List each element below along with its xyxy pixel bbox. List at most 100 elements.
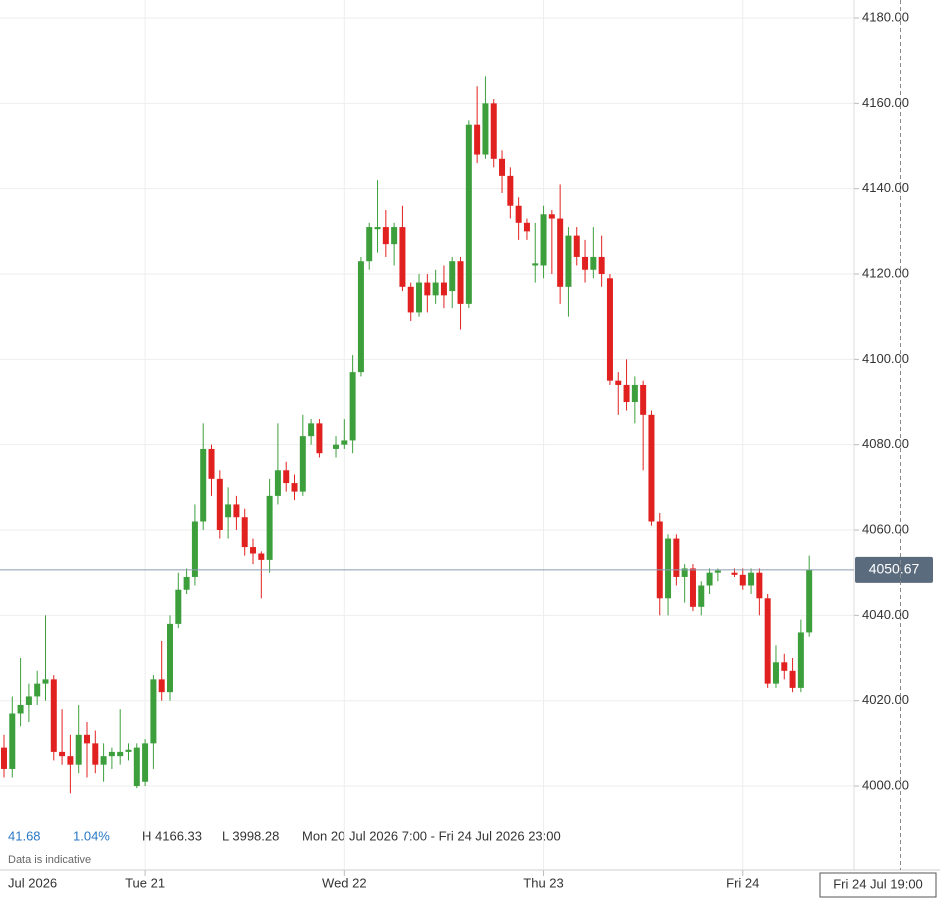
candle-body	[382, 227, 389, 245]
low-label: L 3998.28	[222, 828, 279, 843]
change-pct: 1.04%	[73, 828, 110, 843]
candle-body	[515, 205, 522, 223]
x-tick-label: Fri 24	[726, 875, 759, 890]
candle-body	[665, 538, 672, 599]
change: 41.68	[8, 828, 41, 843]
high-label: H 4166.33	[142, 828, 202, 843]
candle-body	[748, 572, 755, 586]
date-label: Jul 2026	[8, 875, 57, 890]
candle-body	[623, 384, 630, 403]
candle-body	[225, 504, 232, 518]
candle-body	[274, 470, 281, 496]
y-tick-label: 4140.00	[862, 180, 909, 195]
candle-body	[241, 517, 248, 548]
candle-body	[167, 623, 174, 693]
candle-body	[739, 574, 746, 586]
candle-body	[706, 572, 713, 586]
candle-body	[75, 734, 82, 765]
candle-body	[615, 380, 622, 385]
candle-body	[158, 679, 165, 693]
candle-body	[258, 553, 265, 560]
candle-body	[17, 704, 24, 714]
candle-body	[316, 423, 323, 454]
y-tick-label: 4060.00	[862, 521, 909, 536]
candle-body	[175, 589, 182, 624]
candle-body	[349, 372, 356, 441]
candle-body	[366, 227, 373, 262]
candle-body	[92, 743, 99, 765]
x-tick-label: Thu 23	[523, 875, 563, 890]
candle-body	[183, 576, 190, 590]
note: Data is indicative	[8, 854, 91, 866]
candle-body	[806, 569, 813, 633]
crosshair-box	[819, 872, 937, 898]
candle-body	[681, 568, 688, 577]
candle-body	[756, 572, 763, 599]
candle-body	[731, 572, 738, 575]
candle-body	[648, 414, 655, 522]
y-tick-label: 4000.00	[862, 777, 909, 792]
candle-body	[308, 423, 315, 437]
candle-body	[457, 261, 464, 304]
y-tick-label: 4180.00	[862, 9, 909, 24]
candle-body	[100, 756, 107, 765]
candle-body	[656, 521, 663, 599]
candle-body	[523, 222, 530, 232]
candle-body	[781, 662, 788, 671]
last-price-label: 4050.67	[869, 561, 920, 577]
candle-body	[440, 282, 447, 296]
candle-body	[548, 214, 555, 219]
candle-body	[142, 743, 149, 782]
candle-body	[631, 384, 638, 403]
candle-body	[565, 235, 572, 287]
candle-body	[216, 478, 223, 531]
candle-body	[42, 679, 49, 684]
candle-body	[407, 286, 414, 313]
candle-body	[283, 470, 290, 484]
candle-body	[424, 282, 431, 296]
y-tick-label: 4080.00	[862, 436, 909, 451]
candle-body	[474, 124, 481, 155]
candle-body	[291, 483, 298, 492]
range-label: Mon 20 Jul 2026 7:00 - Fri 24 Jul 2026 2…	[302, 828, 561, 843]
candle-body	[357, 261, 364, 373]
candle-body	[640, 384, 647, 415]
candle-body	[507, 175, 514, 206]
candle-body	[25, 696, 32, 705]
candle-body	[557, 218, 564, 287]
candle-body	[59, 751, 66, 757]
candle-body	[490, 103, 497, 159]
candle-body	[0, 747, 7, 769]
y-tick-label: 4040.00	[862, 607, 909, 622]
candle-body	[714, 570, 721, 573]
candle-body	[689, 568, 696, 607]
candle-body	[233, 504, 240, 518]
y-tick-label: 4160.00	[862, 95, 909, 110]
candle-body	[83, 734, 90, 744]
candle-body	[50, 679, 57, 752]
candle-body	[391, 227, 398, 245]
candle-body	[374, 227, 381, 230]
candle-body	[598, 256, 605, 275]
candle-body	[266, 495, 273, 560]
candle-body	[606, 278, 613, 381]
candle-body	[582, 256, 589, 270]
candle-body	[432, 282, 439, 296]
y-tick-label: 4120.00	[862, 265, 909, 280]
candle-body	[416, 282, 423, 313]
candle-body	[333, 444, 340, 449]
candle-body	[250, 547, 257, 554]
candle-body	[200, 448, 207, 522]
candle-body	[150, 679, 157, 744]
candle-body	[125, 749, 132, 752]
candle-body	[117, 751, 124, 757]
candle-body	[9, 713, 16, 769]
candle-body	[191, 521, 198, 577]
candle-body	[772, 662, 779, 684]
last-price-box	[855, 556, 933, 583]
y-tick-label: 4100.00	[862, 351, 909, 366]
candle-body	[764, 598, 771, 684]
candle-body	[482, 103, 489, 155]
candle-body	[673, 538, 680, 577]
